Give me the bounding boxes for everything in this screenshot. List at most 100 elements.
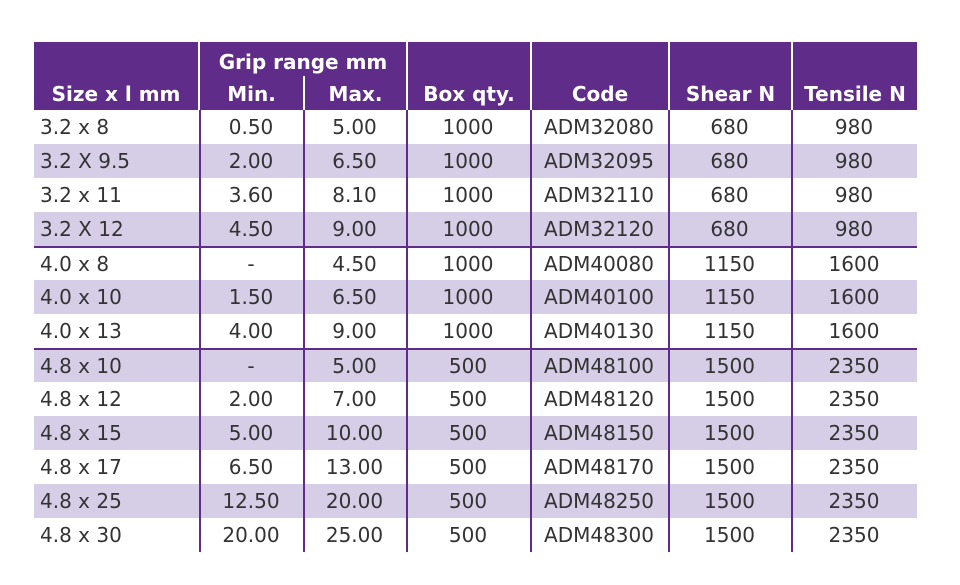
table-header: Size x l mm Grip range mm Min. Max. Box … [34, 42, 917, 110]
cell-tensile: 2350 [828, 354, 880, 378]
cell-code: ADM40100 [544, 285, 654, 309]
cell-tensile: 980 [834, 149, 874, 173]
cell-max: 13.00 [325, 455, 384, 479]
cell-box-qty: 1000 [442, 285, 494, 309]
cell-code: ADM40080 [544, 252, 654, 276]
table-body: 3.2 x 8 0.50 5.00 1000 ADM32080 680 980 3.2 X 9… [34, 110, 917, 552]
column-divider [199, 110, 201, 552]
cell-min: 6.50 [228, 455, 274, 479]
cell-shear: 1150 [704, 319, 755, 343]
cell-shear: 1500 [704, 387, 755, 411]
header-shear: Shear N [670, 42, 791, 110]
cell-tensile: 980 [834, 115, 874, 139]
cell-max: 4.50 [332, 252, 377, 276]
cell-min: - [247, 252, 255, 276]
cell-size: 4.0 x 10 [40, 285, 122, 309]
cell-min: 2.00 [228, 387, 274, 411]
cell-size: 4.8 x 12 [40, 387, 122, 411]
cell-shear: 1150 [704, 285, 755, 309]
cell-tensile: 1600 [828, 252, 880, 276]
cell-box-qty: 1000 [442, 183, 494, 207]
cell-shear: 1500 [704, 354, 755, 378]
cell-code: ADM48170 [544, 455, 654, 479]
cell-code: ADM48150 [544, 421, 654, 445]
cell-tensile: 1600 [828, 285, 880, 309]
cell-size: 3.2 x 8 [40, 115, 110, 139]
cell-shear: 680 [710, 149, 749, 173]
header-max: Max. [305, 76, 406, 110]
cell-size: 4.8 x 15 [40, 421, 122, 445]
cell-tensile: 1600 [828, 319, 880, 343]
cell-tensile: 980 [834, 217, 874, 241]
cell-size: 4.8 x 17 [40, 455, 122, 479]
cell-code: ADM32120 [544, 217, 654, 241]
table-row: 4.8 x 10 - 5.00 500 ADM48100 1500 2350 [34, 348, 917, 382]
cell-box-qty: 1000 [442, 252, 494, 276]
header-tensile: Tensile N [793, 42, 917, 110]
cell-box-qty: 1000 [442, 217, 494, 241]
cell-box-qty: 500 [448, 523, 488, 547]
cell-min: 1.50 [228, 285, 274, 309]
cell-box-qty: 500 [448, 354, 488, 378]
cell-tensile: 2350 [828, 421, 880, 445]
cell-tensile: 2350 [828, 489, 880, 513]
table-row: 4.0 x 10 1.50 6.50 1000 ADM40100 1150 1600 [34, 280, 917, 314]
header-grip-range: Grip range mm [200, 42, 406, 76]
cell-size: 3.2 X 9.5 [40, 149, 131, 173]
cell-size: 4.8 x 30 [40, 523, 122, 547]
cell-max: 8.10 [332, 183, 377, 207]
cell-size: 3.2 X 12 [40, 217, 124, 241]
cell-shear: 1500 [704, 421, 755, 445]
cell-code: ADM48120 [544, 387, 654, 411]
column-divider [668, 110, 670, 552]
table-row: 3.2 X 12 4.50 9.00 1000 ADM32120 680 980 [34, 212, 917, 246]
table-row: 4.0 x 8 - 4.50 1000 ADM40080 1150 1600 [34, 246, 917, 280]
cell-shear: 1500 [704, 455, 755, 479]
column-divider [530, 110, 532, 552]
cell-tensile: 980 [834, 183, 874, 207]
cell-size: 4.8 x 25 [40, 489, 122, 513]
cell-max: 9.00 [332, 319, 377, 343]
cell-size: 4.0 x 13 [40, 319, 122, 343]
table-row: 3.2 X 9.5 2.00 6.50 1000 ADM32095 680 980 [34, 144, 917, 178]
cell-code: ADM48100 [544, 354, 654, 378]
cell-min: 12.50 [222, 489, 280, 513]
table-row: 4.0 x 13 4.00 9.00 1000 ADM40130 1150 1600 [34, 314, 917, 348]
header-code: Code [532, 42, 668, 110]
cell-tensile: 2350 [828, 523, 880, 547]
cell-min: 3.60 [228, 183, 274, 207]
cell-max: 20.00 [325, 489, 384, 513]
column-divider [791, 110, 793, 552]
rivet-spec-table: Size x l mm Grip range mm Min. Max. Box … [34, 42, 917, 552]
cell-max: 7.00 [332, 387, 377, 411]
table-row: 4.8 x 12 2.00 7.00 500 ADM48120 1500 2350 [34, 382, 917, 416]
cell-shear: 1500 [704, 489, 755, 513]
cell-box-qty: 1000 [442, 319, 494, 343]
cell-size: 4.0 x 8 [40, 252, 110, 276]
table-row: 4.8 x 15 5.00 10.00 500 ADM48150 1500 2350 [34, 416, 917, 450]
cell-min: 20.00 [222, 523, 280, 547]
cell-min: 2.00 [228, 149, 274, 173]
cell-min: 4.50 [228, 217, 274, 241]
cell-min: 4.00 [228, 319, 274, 343]
table-row: 4.8 x 30 20.00 25.00 500 ADM48300 1500 2350 [34, 518, 917, 552]
cell-max: 10.00 [325, 421, 384, 445]
cell-shear: 1500 [704, 523, 755, 547]
cell-max: 9.00 [332, 217, 377, 241]
cell-tensile: 2350 [828, 387, 880, 411]
cell-code: ADM40130 [544, 319, 654, 343]
cell-box-qty: 1000 [442, 115, 494, 139]
cell-min: 5.00 [228, 421, 274, 445]
column-divider [303, 110, 305, 552]
table-row: 3.2 x 11 3.60 8.10 1000 ADM32110 680 980 [34, 178, 917, 212]
cell-code: ADM48300 [544, 523, 654, 547]
cell-box-qty: 500 [448, 387, 488, 411]
cell-box-qty: 1000 [442, 149, 494, 173]
cell-size: 4.8 x 10 [40, 354, 122, 378]
cell-code: ADM32080 [544, 115, 654, 139]
column-divider [406, 110, 408, 552]
cell-max: 5.00 [332, 354, 377, 378]
cell-min: 0.50 [228, 115, 274, 139]
table-row: 3.2 x 8 0.50 5.00 1000 ADM32080 680 980 [34, 110, 917, 144]
cell-shear: 680 [710, 217, 749, 241]
